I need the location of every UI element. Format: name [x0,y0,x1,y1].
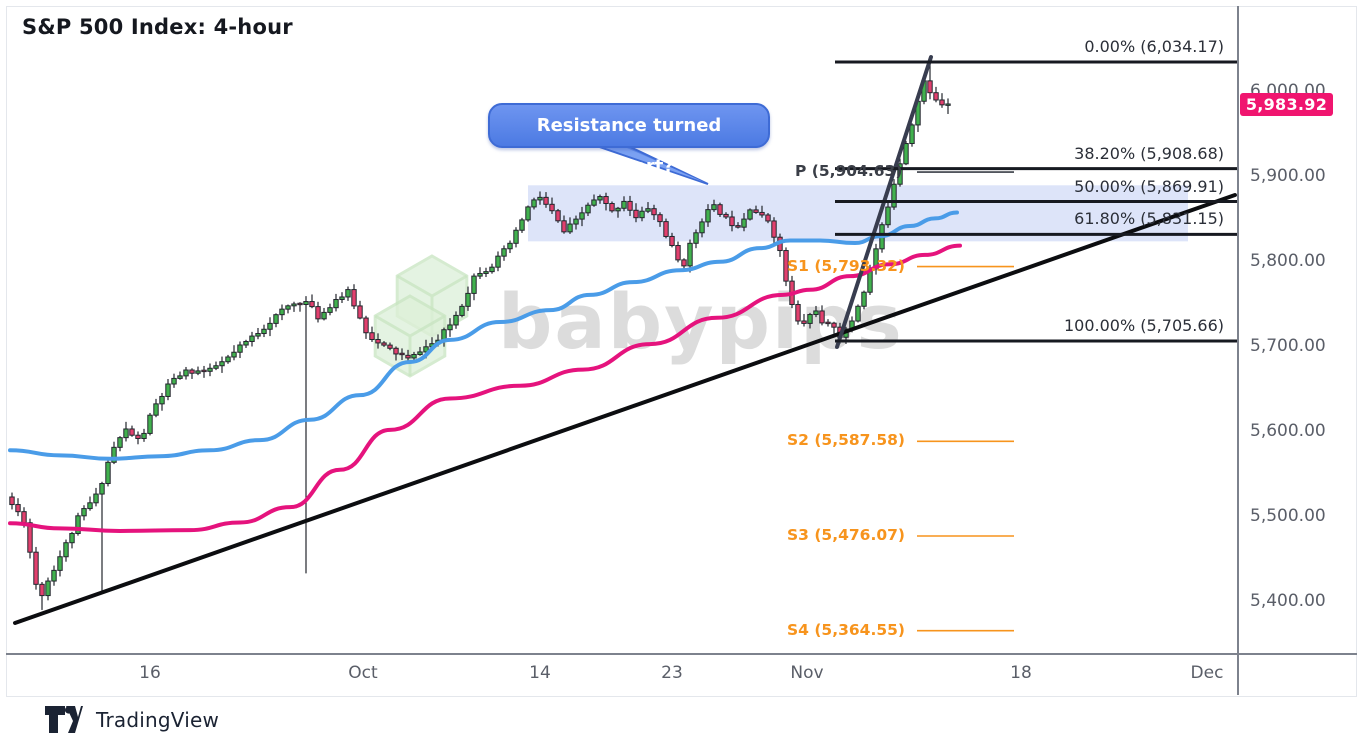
price-axis-tick: 5,400.00 [1250,590,1326,611]
pivot-label-S4: S4 (5,364.55) [787,620,905,639]
annotation-callout[interactable]: Resistance turned support? [488,103,770,177]
footer-logo[interactable]: TradingView [44,704,219,735]
time-axis-separator [6,653,1357,655]
time-axis-tick: 14 [529,663,551,683]
ma-fast-blue[interactable] [8,210,959,461]
pivot-label-S2: S2 (5,587.58) [787,431,905,450]
fib-label-50.00%: 50.00% (5,869.91) [1074,176,1224,196]
price-axis-tick: 5,700.00 [1250,335,1326,356]
rising-support-line[interactable] [13,193,1237,625]
fib-label-100.00%: 100.00% (5,705.66) [1063,316,1224,335]
time-axis-tick: Oct [348,663,378,683]
last-price-badge: 5,983.92 [1240,93,1333,117]
time-axis-tick: 18 [1010,663,1032,683]
fib-label-0.00%: 0.00% (6,034.17) [1084,37,1224,56]
pivot-label-P: P (5,904.63) [795,162,903,181]
price-axis-tick: 5,600.00 [1250,420,1326,441]
time-axis-tick: Dec [1190,663,1224,683]
fib-label-61.80%: 61.80% (5,831.15) [1074,209,1224,229]
tradingview-wordmark: TradingView [96,707,220,732]
price-axis-tick: 5,900.00 [1250,165,1326,186]
price-axis-separator[interactable] [1237,6,1239,695]
time-axis-tick: 23 [661,663,683,683]
candlestick-series [9,62,951,610]
price-axis-tick: 5,500.00 [1250,505,1326,526]
tradingview-icon [45,706,83,733]
ma-slow-pink[interactable] [8,243,962,533]
pivot-label-S1: S1 (5,793.32) [787,256,905,275]
time-axis-tick: 16 [139,663,161,683]
time-axis-tick: Nov [790,663,824,683]
price-axis-tick: 5,800.00 [1250,250,1326,271]
pivot-label-S3: S3 (5,476.07) [787,525,905,544]
page-title: S&P 500 Index: 4-hour [22,15,293,39]
fib-label-38.20%: 38.20% (5,908.68) [1074,143,1224,163]
